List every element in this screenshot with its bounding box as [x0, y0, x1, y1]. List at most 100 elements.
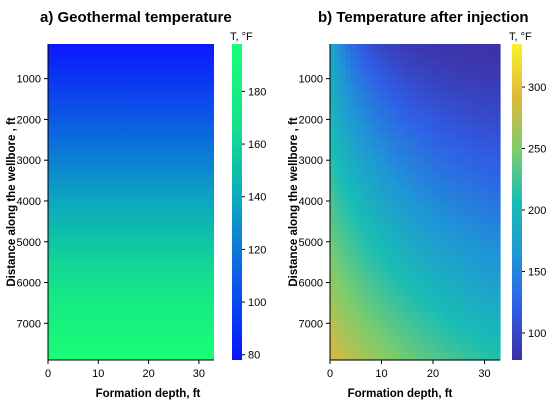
heatmap-cell	[435, 281, 441, 290]
heatmap-cell	[475, 265, 481, 274]
heatmap-cell	[420, 209, 426, 219]
heatmap-cell	[440, 194, 446, 203]
heatmap-cell	[445, 225, 451, 235]
colorbar-tick-label: 100	[248, 297, 266, 309]
heatmap-cell	[415, 336, 421, 345]
heatmap-cell	[445, 107, 451, 116]
heatmap-cell	[465, 336, 471, 345]
heatmap-cell	[465, 91, 471, 100]
heatmap-cell	[435, 328, 441, 337]
heatmap-cell	[375, 296, 381, 306]
heatmap-cell	[470, 225, 476, 235]
heatmap-cell	[430, 59, 436, 69]
heatmap-cell	[445, 296, 451, 306]
heatmap-cell	[435, 162, 441, 171]
heatmap-cell	[490, 170, 496, 179]
heatmap-cell	[475, 91, 481, 100]
heatmap-cell	[445, 257, 451, 266]
heatmap-cell	[400, 328, 406, 337]
heatmap-cell	[440, 170, 446, 179]
heatmap-cell	[375, 312, 381, 322]
heatmap-cell	[395, 44, 401, 53]
heatmap-cell	[410, 273, 416, 282]
heatmap-cell	[480, 344, 486, 353]
heatmap-cell	[435, 91, 441, 100]
heatmap-cell	[440, 146, 446, 156]
heatmap-cell	[360, 170, 366, 179]
heatmap-cell	[465, 170, 471, 179]
heatmap-cell	[380, 249, 386, 258]
heatmap-cell	[405, 162, 411, 171]
heatmap-cell	[350, 249, 356, 258]
heatmap-cell	[425, 257, 431, 266]
heatmap-cell	[490, 281, 496, 290]
panel-b-x-label: Formation depth, ft	[348, 388, 453, 400]
heatmap-cell	[390, 115, 396, 124]
heatmap-cell	[365, 288, 371, 298]
heatmap-cell	[390, 296, 396, 306]
heatmap-cell	[485, 178, 491, 187]
heatmap-cell	[490, 233, 496, 243]
heatmap-cell	[470, 59, 476, 69]
y-tick-label: 5000	[299, 237, 323, 249]
heatmap-cell	[435, 186, 441, 195]
heatmap-cell	[440, 320, 446, 329]
heatmap-cell	[360, 138, 366, 148]
heatmap-cell	[410, 344, 416, 353]
heatmap-cell	[380, 281, 386, 290]
heatmap-cell	[415, 59, 421, 69]
heatmap-cell	[480, 107, 486, 116]
heatmap-cell	[400, 170, 406, 179]
heatmap-cell	[470, 178, 476, 187]
heatmap-cell	[405, 67, 411, 77]
heatmap-cell	[460, 99, 466, 108]
heatmap-cell	[445, 233, 451, 243]
heatmap-cell	[340, 273, 346, 282]
heatmap-cell	[365, 320, 371, 329]
heatmap-cell	[400, 288, 406, 298]
heatmap-cell	[455, 162, 461, 171]
heatmap-cell	[480, 123, 486, 132]
heatmap-cell	[455, 123, 461, 132]
heatmap-cell	[380, 170, 386, 179]
heatmap-cell	[405, 99, 411, 108]
heatmap-cell	[345, 233, 351, 243]
heatmap-cell	[400, 225, 406, 235]
heatmap-cell	[405, 51, 411, 61]
heatmap-cell	[405, 336, 411, 345]
heatmap-cell	[355, 344, 361, 353]
heatmap-cell	[435, 225, 441, 235]
heatmap-cell	[335, 273, 341, 282]
heatmap-cell	[370, 170, 376, 179]
heatmap-cell	[480, 162, 486, 171]
heatmap-cell	[415, 115, 421, 124]
heatmap-cell	[365, 123, 371, 132]
heatmap-cell	[400, 59, 406, 69]
heatmap-cell	[365, 328, 371, 337]
heatmap-cell	[385, 352, 391, 361]
heatmap-cell	[340, 91, 346, 100]
heatmap-cell	[370, 352, 376, 361]
heatmap-cell	[485, 233, 491, 243]
heatmap-cell	[450, 312, 456, 322]
heatmap-cell	[375, 288, 381, 298]
heatmap-cell	[435, 115, 441, 124]
heatmap-cell	[395, 194, 401, 203]
heatmap-cell	[495, 328, 501, 337]
heatmap-cell	[415, 320, 421, 329]
heatmap-cell	[490, 186, 496, 195]
heatmap-cell	[385, 241, 391, 250]
heatmap-cell	[335, 225, 341, 235]
panel-b-heatmap	[330, 44, 501, 361]
heatmap-cell	[435, 146, 441, 156]
heatmap-cell	[425, 352, 431, 361]
heatmap-cell	[430, 138, 436, 148]
heatmap-cell	[475, 304, 481, 314]
heatmap-cell	[480, 225, 486, 235]
heatmap-cell	[450, 44, 456, 53]
heatmap-cell	[440, 202, 446, 211]
heatmap-cell	[345, 170, 351, 179]
heatmap-cell	[400, 202, 406, 211]
heatmap-cell	[470, 209, 476, 219]
heatmap-cell	[360, 186, 366, 195]
